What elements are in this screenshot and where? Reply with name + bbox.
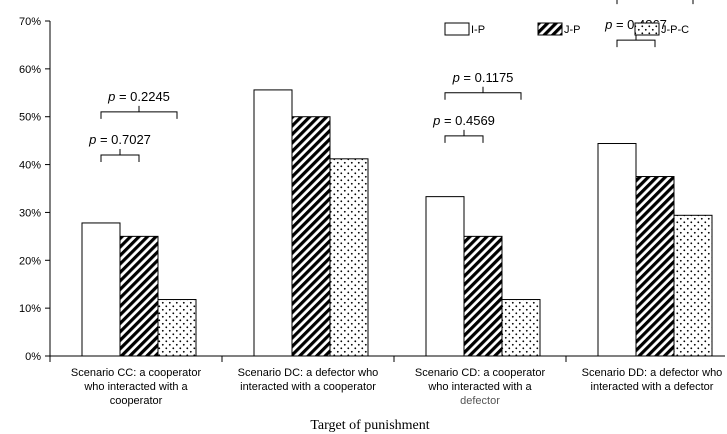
legend-swatch-j-p-c [634,22,660,36]
y-tick-label: 70% [19,16,41,28]
p-value-bracket [444,129,484,143]
bar-j-p-c-2 [329,158,369,357]
category-label-4: Scenario DD: a defector who interacted wi… [582,367,723,393]
category-label-2: Scenario DC: a defector who interacted wi… [238,367,379,393]
legend: I-P J-P J-P-C [444,22,689,36]
p-value-label: p = 0.2245 [107,89,170,104]
bar-j-p-3 [463,235,503,357]
category-label-1: Scenario CC: a cooperator who interacted … [71,367,202,407]
p-value-bracket [616,34,656,48]
y-tick-label: 30% [19,207,41,219]
y-tick-label: 0% [25,351,41,363]
y-tick-label: 50% [19,112,41,124]
bar-j-p-c-4 [673,214,713,357]
bar-i-p-1 [81,222,121,357]
x-axis-title: Target of punishment [310,418,429,433]
bars [81,89,713,357]
p-value-bracket [100,149,140,162]
legend-label: I-P [471,24,485,36]
y-tick-label: 10% [19,303,41,315]
p-value-label: p = 0.7027 [88,132,151,147]
y-tick-label: 20% [19,255,41,267]
category-label-3: Scenario CD: a cooperator who interacted … [415,367,546,407]
bar-j-p-4 [635,176,675,357]
p-value-label: p = 0.4569 [432,113,495,128]
bar-j-p-c-1 [157,299,197,357]
bar-i-p-3 [425,196,465,357]
bar-i-p-4 [597,143,637,357]
y-tick-label: 40% [19,160,41,172]
legend-swatch-j-p [537,22,563,36]
p-value-bracket [444,86,522,100]
p-value-bracket [100,105,178,119]
category-labels: Scenario CC: a cooperator who interacted … [71,367,722,407]
bar-i-p-2 [253,89,293,357]
y-tick-label: 60% [19,64,41,76]
legend-label: J-P [564,24,581,36]
bar-j-p-c-3 [501,299,541,357]
bar-j-p-1 [119,235,159,357]
p-value-bracket [616,0,694,5]
legend-label: J-P-C [661,24,689,36]
p-value-label: p = 0.1175 [452,70,514,85]
bar-j-p-2 [291,116,331,357]
legend-swatch-i-p [444,22,470,36]
